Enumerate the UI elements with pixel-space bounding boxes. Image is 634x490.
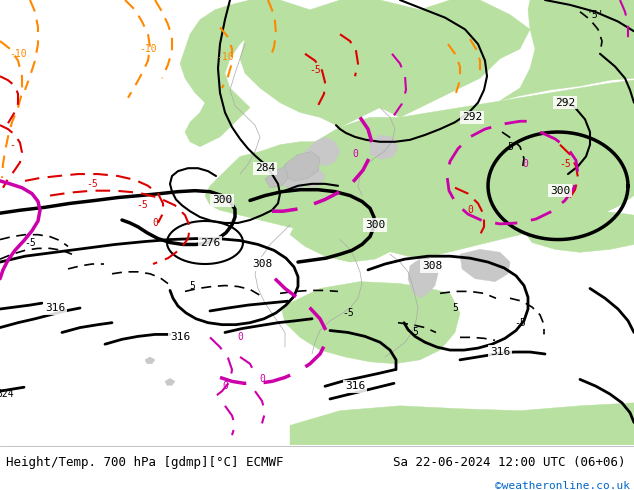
Text: 0: 0 — [522, 159, 528, 169]
Polygon shape — [500, 0, 634, 101]
Text: -10: -10 — [9, 49, 27, 59]
Text: Sa 22-06-2024 12:00 UTC (06+06): Sa 22-06-2024 12:00 UTC (06+06) — [393, 456, 626, 468]
Text: 0: 0 — [259, 374, 265, 384]
Text: -10: -10 — [216, 52, 234, 62]
Text: -5: -5 — [514, 318, 526, 328]
Text: 308: 308 — [422, 261, 442, 271]
Polygon shape — [370, 135, 398, 159]
Text: -10: -10 — [139, 44, 157, 54]
Polygon shape — [205, 80, 634, 259]
Polygon shape — [300, 161, 325, 188]
Text: 300: 300 — [212, 196, 232, 205]
Text: -: - — [9, 140, 15, 150]
Text: 300: 300 — [365, 220, 385, 230]
Text: 0: 0 — [152, 218, 158, 228]
Polygon shape — [282, 282, 460, 364]
Polygon shape — [408, 256, 438, 298]
Text: Height/Temp. 700 hPa [gdmp][°C] ECMWF: Height/Temp. 700 hPa [gdmp][°C] ECMWF — [6, 456, 284, 468]
Text: -5: -5 — [342, 308, 354, 318]
Text: -5: -5 — [86, 179, 98, 189]
Text: 0: 0 — [352, 149, 358, 160]
Polygon shape — [290, 215, 400, 262]
Polygon shape — [280, 164, 308, 191]
Text: 276: 276 — [200, 238, 220, 247]
Text: '5': '5' — [586, 10, 604, 20]
Polygon shape — [145, 357, 155, 364]
Text: -5: -5 — [559, 159, 571, 169]
Polygon shape — [460, 249, 510, 282]
Text: 300: 300 — [550, 186, 570, 196]
Polygon shape — [290, 403, 634, 445]
Text: -5: -5 — [24, 238, 36, 247]
Text: 316: 316 — [490, 347, 510, 357]
Text: 316: 316 — [170, 332, 190, 343]
Polygon shape — [165, 378, 175, 385]
Text: 316: 316 — [345, 381, 365, 391]
Text: 292: 292 — [462, 112, 482, 122]
Polygon shape — [180, 0, 260, 147]
Text: 316: 316 — [45, 303, 65, 313]
Polygon shape — [283, 151, 320, 181]
Text: 284: 284 — [255, 163, 275, 173]
Text: 324: 324 — [0, 389, 14, 399]
Polygon shape — [240, 0, 530, 127]
Polygon shape — [305, 137, 340, 166]
Text: 5: 5 — [507, 142, 513, 152]
Polygon shape — [525, 210, 634, 252]
Text: 0: 0 — [467, 205, 473, 215]
Text: 0: 0 — [222, 381, 228, 391]
Polygon shape — [265, 166, 288, 188]
Text: 292: 292 — [555, 98, 575, 108]
Text: 5: 5 — [189, 281, 195, 291]
Text: -5: -5 — [136, 200, 148, 210]
Text: ©weatheronline.co.uk: ©weatheronline.co.uk — [495, 481, 630, 490]
Text: 0: 0 — [237, 332, 243, 343]
Text: 5: 5 — [412, 327, 418, 338]
Text: 308: 308 — [252, 259, 272, 269]
Text: 5: 5 — [452, 303, 458, 313]
Text: -5: -5 — [309, 65, 321, 75]
